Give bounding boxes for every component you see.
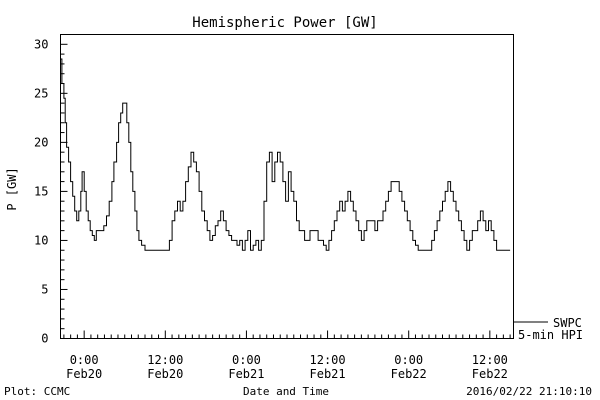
x-tick-time-label: 0:00 [70, 353, 99, 367]
plot-timestamp: 2016/02/22 21:10:10 [466, 385, 592, 398]
x-tick-time-label: 0:00 [232, 353, 261, 367]
legend: SWPC 5-min HPI [514, 316, 583, 342]
y-tick-label: 20 [34, 135, 48, 149]
plot-frame [60, 34, 514, 339]
x-tick-date-label: Feb21 [310, 367, 346, 381]
series-line-swpc [60, 58, 511, 251]
x-tick-time-label: 12:00 [472, 353, 508, 367]
legend-entry-5-min-hpi: 5-min HPI [518, 328, 583, 342]
x-tick-date-label: Feb22 [391, 367, 427, 381]
x-tick-time-label: 0:00 [394, 353, 423, 367]
x-axis-label: Date and Time [243, 385, 329, 398]
x-tick-date-label: Feb21 [228, 367, 264, 381]
x-tick-date-label: Feb20 [147, 367, 183, 381]
x-tick-time-label: 12:00 [310, 353, 346, 367]
legend-entry-swpc: SWPC [553, 316, 582, 330]
y-tick-label: 15 [34, 184, 48, 198]
y-tick-label: 10 [34, 233, 48, 247]
y-axis: 0 5 10 15 20 25 30 [34, 37, 68, 346]
chart-title: Hemispheric Power [GW] [192, 15, 377, 31]
x-tick-time-label: 12:00 [147, 353, 183, 367]
y-tick-label: 30 [34, 37, 48, 51]
y-tick-label: 0 [41, 332, 48, 346]
x-tick-date-label: Feb22 [472, 367, 508, 381]
x-tick-date-label: Feb20 [66, 367, 102, 381]
y-tick-label: 5 [41, 282, 48, 296]
x-axis: 0:00Feb2012:00Feb200:00Feb2112:00Feb210:… [63, 330, 511, 381]
plot-credit: Plot: CCMC [4, 385, 70, 398]
y-axis-label: P [GW] [5, 167, 19, 210]
y-tick-label: 25 [34, 86, 48, 100]
